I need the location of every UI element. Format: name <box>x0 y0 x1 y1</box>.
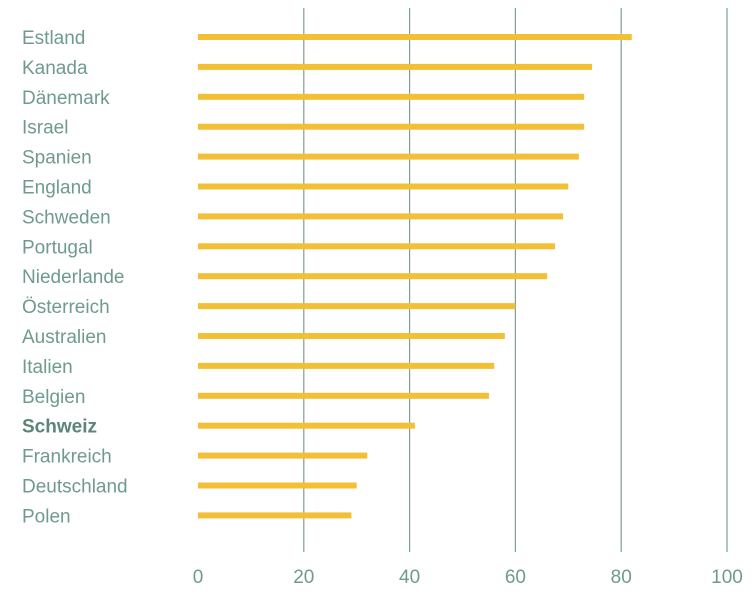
x-tick-label: 0 <box>193 567 204 588</box>
x-tick-label: 60 <box>505 567 526 588</box>
category-label: Niederlande <box>22 267 124 288</box>
category-label: Frankreich <box>22 447 112 468</box>
category-label: Spanien <box>22 148 92 169</box>
bar-2 <box>198 63 593 70</box>
bar-7 <box>198 213 564 220</box>
x-tick-label: 20 <box>293 567 314 588</box>
category-label: Kanada <box>22 58 88 79</box>
bar-17 <box>198 512 352 519</box>
bar-16 <box>198 482 357 489</box>
bar-4 <box>198 123 585 130</box>
x-tick-label: 100 <box>711 567 743 588</box>
bar-14 <box>198 422 415 429</box>
category-label: Israel <box>22 118 68 139</box>
category-label: Dänemark <box>22 88 110 109</box>
bar-11 <box>198 333 505 339</box>
bar-6 <box>198 183 569 190</box>
category-label: Deutschland <box>22 477 128 498</box>
category-label: Polen <box>22 506 71 527</box>
category-label: Österreich <box>22 297 110 318</box>
category-label: Estland <box>22 28 85 49</box>
bar-13 <box>198 392 489 399</box>
bar-3 <box>198 93 585 100</box>
bar-10 <box>198 303 516 310</box>
category-labels: Estland Kanada Dänemark Israel Spanien Englan… <box>22 28 128 527</box>
bars <box>198 34 632 519</box>
bar-12 <box>198 362 495 369</box>
bar-9 <box>198 273 548 280</box>
category-label: Belgien <box>22 387 85 408</box>
bar-1 <box>198 34 632 40</box>
category-label: Schweiz <box>22 417 97 438</box>
bar-5 <box>198 153 579 160</box>
bar-8 <box>198 243 556 250</box>
x-tick-labels: 0 20 40 60 80 100 <box>193 567 743 588</box>
gridlines <box>303 8 728 552</box>
category-label: Portugal <box>22 237 93 258</box>
category-label: Australien <box>22 327 107 348</box>
x-tick-label: 40 <box>399 567 420 588</box>
category-label: Italien <box>22 357 73 378</box>
category-label: Schweden <box>22 207 111 228</box>
x-tick-label: 80 <box>611 567 632 588</box>
bar-15 <box>198 452 368 459</box>
category-label: England <box>22 178 92 199</box>
